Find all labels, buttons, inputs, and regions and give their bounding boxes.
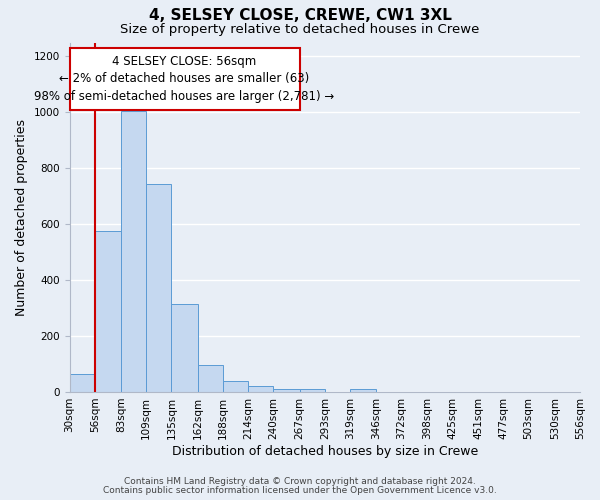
Bar bbox=[146, 184, 172, 392]
FancyBboxPatch shape bbox=[70, 48, 299, 110]
Bar bbox=[223, 381, 248, 392]
Bar bbox=[95, 231, 121, 392]
Text: 4, SELSEY CLOSE, CREWE, CW1 3XL: 4, SELSEY CLOSE, CREWE, CW1 3XL bbox=[149, 8, 451, 22]
Text: ← 2% of detached houses are smaller (63): ← 2% of detached houses are smaller (63) bbox=[59, 72, 310, 86]
Bar bbox=[172, 304, 197, 392]
Text: 98% of semi-detached houses are larger (2,781) →: 98% of semi-detached houses are larger (… bbox=[34, 90, 335, 102]
X-axis label: Distribution of detached houses by size in Crewe: Distribution of detached houses by size … bbox=[172, 444, 478, 458]
Bar bbox=[248, 386, 274, 392]
Bar bbox=[299, 389, 325, 392]
Bar bbox=[70, 374, 95, 392]
Bar bbox=[350, 389, 376, 392]
Text: 4 SELSEY CLOSE: 56sqm: 4 SELSEY CLOSE: 56sqm bbox=[112, 55, 257, 68]
Bar bbox=[197, 366, 223, 392]
Text: Contains HM Land Registry data © Crown copyright and database right 2024.: Contains HM Land Registry data © Crown c… bbox=[124, 477, 476, 486]
Bar bbox=[274, 389, 299, 392]
Text: Size of property relative to detached houses in Crewe: Size of property relative to detached ho… bbox=[121, 22, 479, 36]
Y-axis label: Number of detached properties: Number of detached properties bbox=[15, 118, 28, 316]
Text: Contains public sector information licensed under the Open Government Licence v3: Contains public sector information licen… bbox=[103, 486, 497, 495]
Bar bbox=[121, 111, 146, 392]
